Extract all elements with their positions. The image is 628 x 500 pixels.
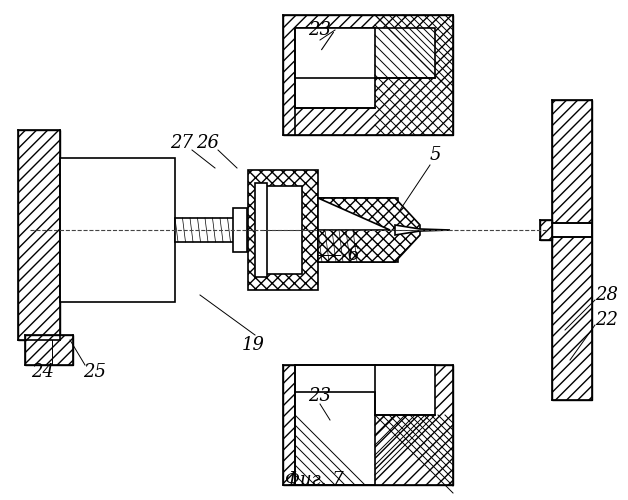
Bar <box>295 28 375 108</box>
Text: 22: 22 <box>595 311 618 329</box>
Bar <box>552 223 592 237</box>
Bar <box>175 218 235 242</box>
Bar <box>283 365 453 485</box>
Polygon shape <box>395 225 450 235</box>
Text: 27: 27 <box>170 134 193 152</box>
Text: 23: 23 <box>308 387 332 405</box>
Bar <box>540 220 552 240</box>
Bar <box>552 100 592 400</box>
Bar <box>295 392 375 485</box>
Text: 24: 24 <box>31 363 55 381</box>
Text: 19: 19 <box>242 336 264 354</box>
Bar <box>248 170 318 290</box>
Bar <box>60 158 175 302</box>
Polygon shape <box>318 198 420 262</box>
Text: 26: 26 <box>197 134 220 152</box>
Bar <box>18 130 60 340</box>
Bar <box>25 335 73 365</box>
Text: 25: 25 <box>84 363 107 381</box>
Bar <box>318 198 398 262</box>
Text: Фиг. 7: Фиг. 7 <box>284 471 344 489</box>
Text: 23: 23 <box>308 21 332 39</box>
Bar <box>262 186 302 274</box>
Bar <box>233 208 247 252</box>
Text: 6: 6 <box>347 246 359 264</box>
Bar <box>255 183 267 277</box>
Text: 5: 5 <box>430 146 441 164</box>
Bar <box>295 28 435 78</box>
Bar <box>283 15 453 135</box>
Bar <box>295 365 435 415</box>
Text: 28: 28 <box>595 286 618 304</box>
